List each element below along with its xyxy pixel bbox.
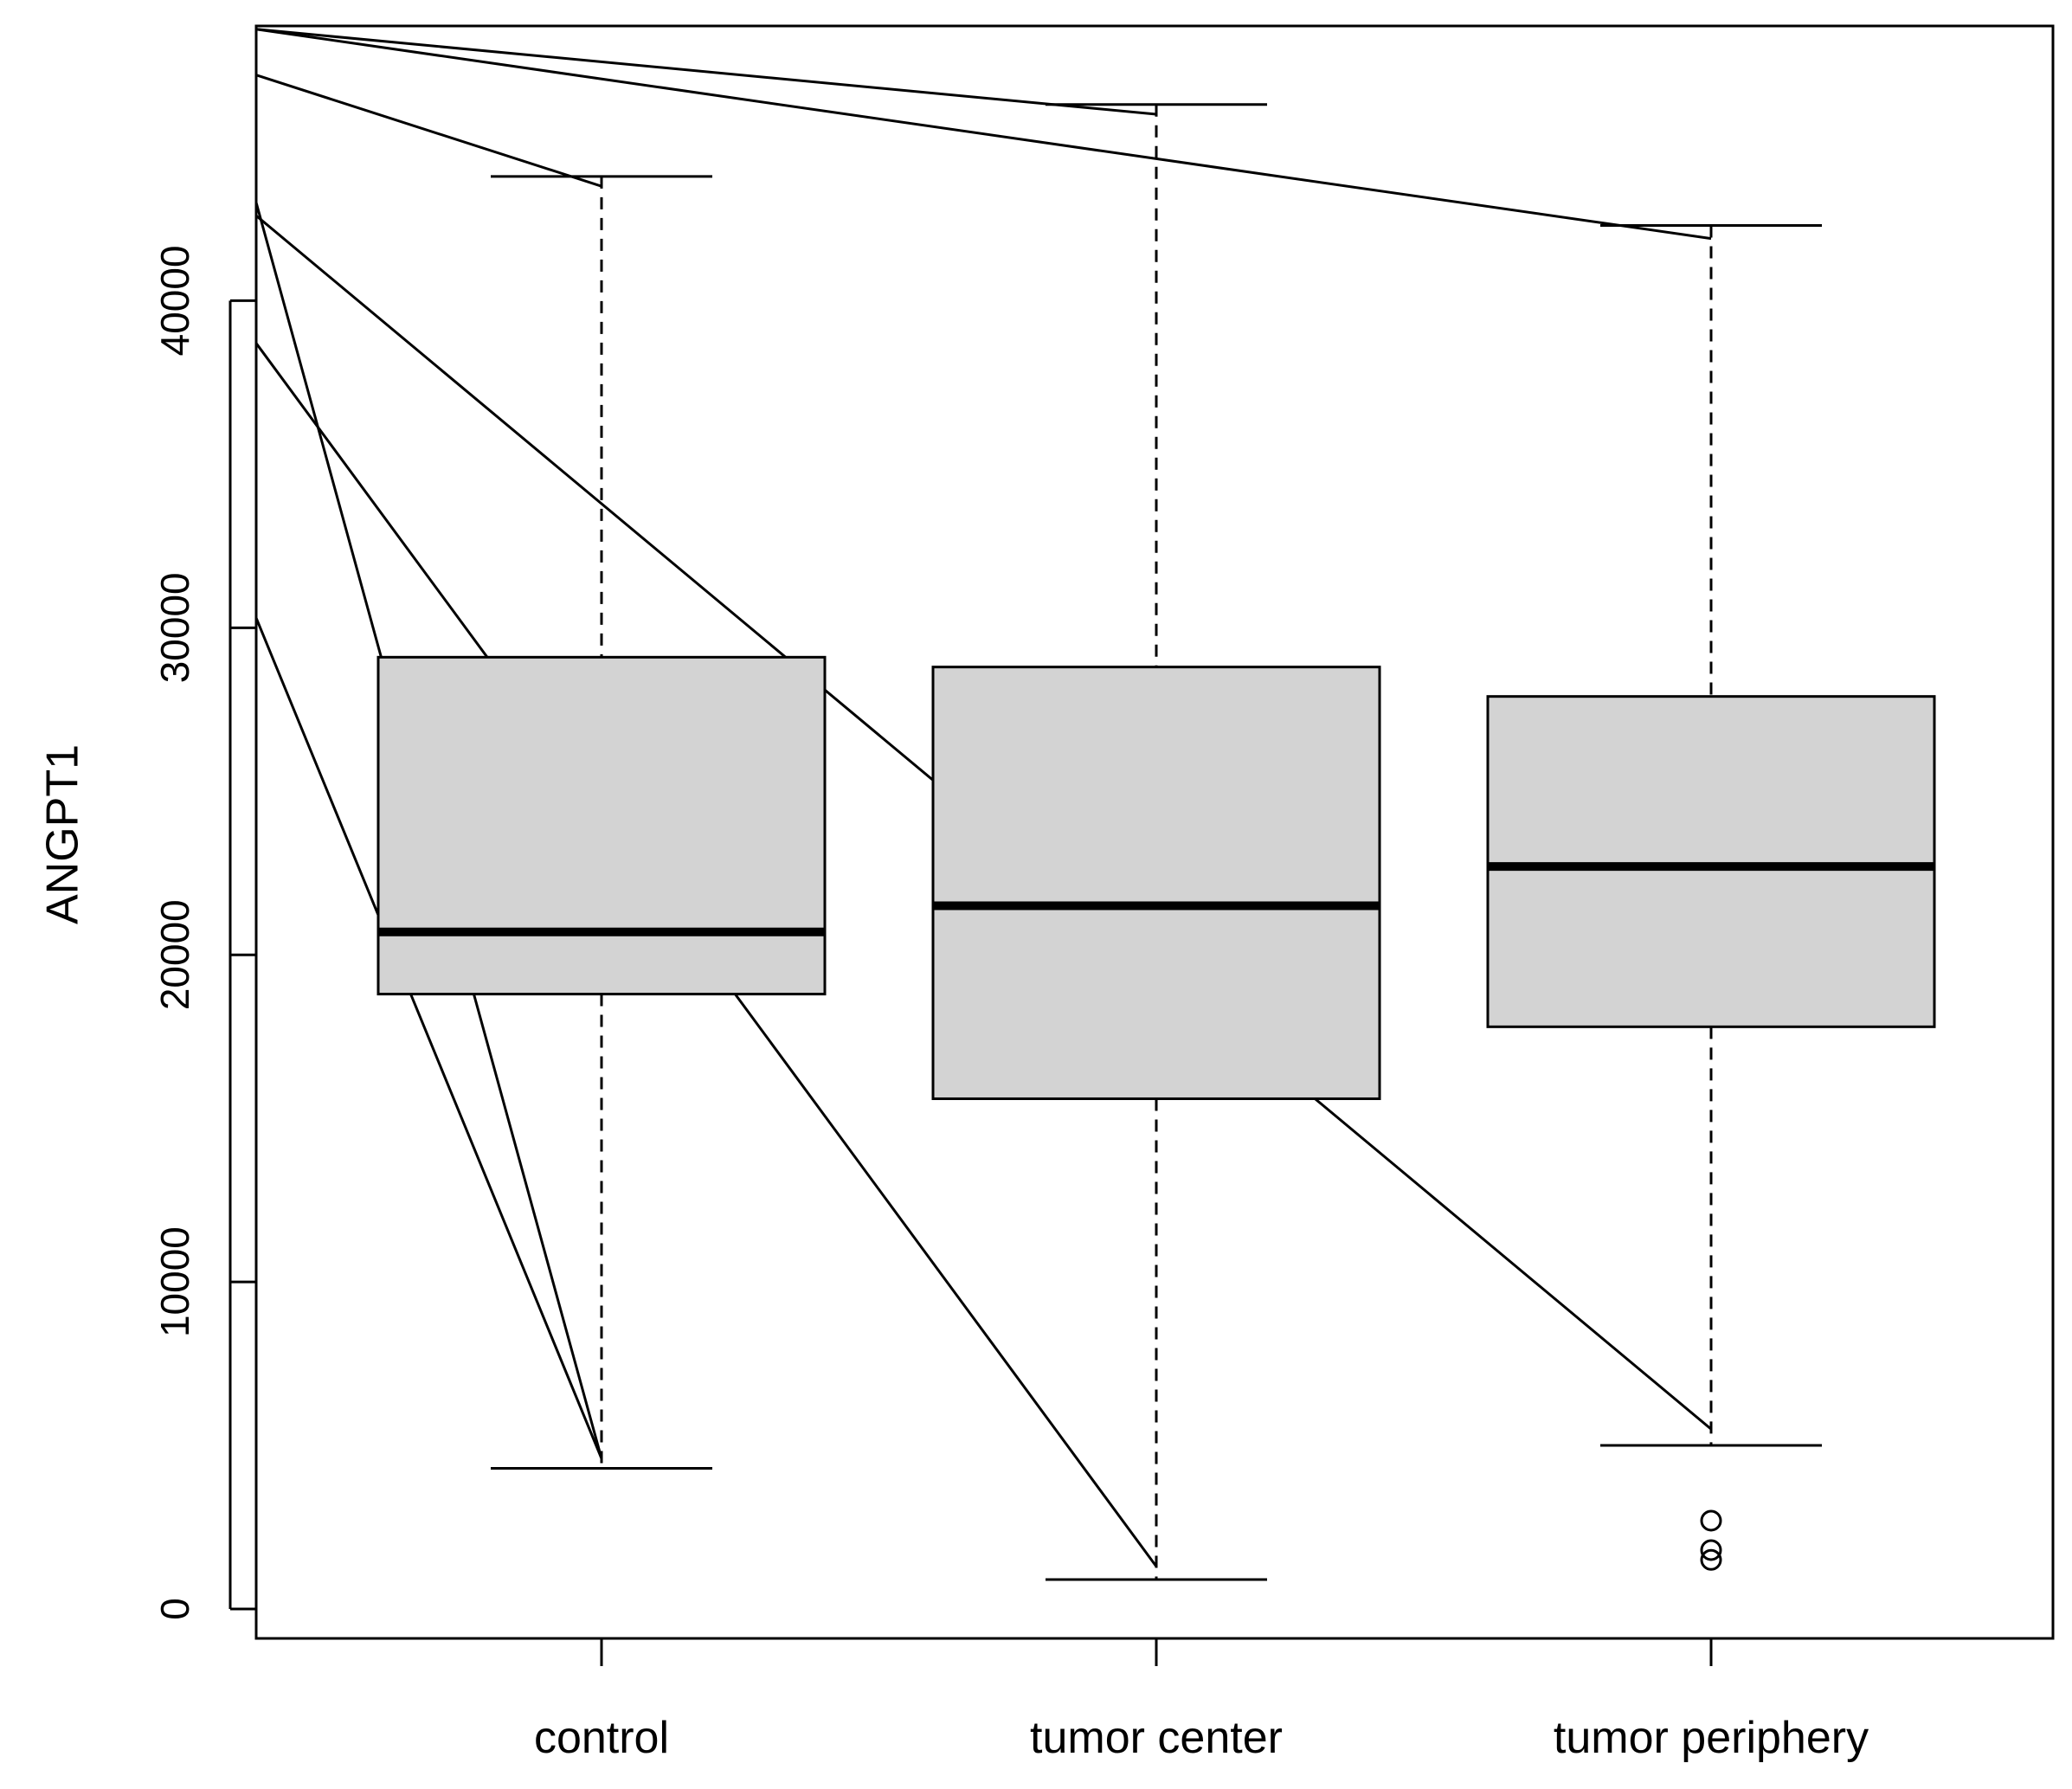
box-3 (1486, 224, 1936, 1571)
outlier-point-2 (1700, 1539, 1722, 1561)
boxes (376, 103, 1936, 1581)
outlier-point-3 (1700, 1548, 1722, 1571)
box-rect (1486, 695, 1936, 1028)
category-label-3: tumor periphery (1554, 1713, 1869, 1763)
y-tick-label-2: 20000 (152, 899, 197, 1010)
y-axis: 0 10000 20000 30000 40000 (152, 245, 255, 1620)
plot-frame (254, 24, 2055, 1640)
y-axis-title: ANGPT1 (38, 744, 88, 924)
y-tick-label-1: 10000 (152, 1226, 197, 1337)
connector-line-5 (255, 28, 1157, 116)
box-1 (376, 175, 827, 1470)
y-tick-label-0: 0 (152, 1598, 197, 1620)
connector-line-3 (254, 617, 603, 1459)
connector-line-4 (255, 74, 602, 188)
y-tick-label-3: 30000 (152, 572, 197, 683)
category-label-2: tumor center (1030, 1713, 1283, 1763)
x-axis: control tumor center tumor periphery (534, 1638, 1869, 1763)
box-rect (376, 655, 827, 996)
category-label-1: control (534, 1713, 669, 1763)
box-2 (931, 103, 1381, 1581)
connector-line-6 (255, 28, 1712, 241)
outlier-point-1 (1700, 1509, 1722, 1532)
y-tick-label-4: 40000 (152, 245, 197, 356)
box-rect (931, 666, 1381, 1100)
